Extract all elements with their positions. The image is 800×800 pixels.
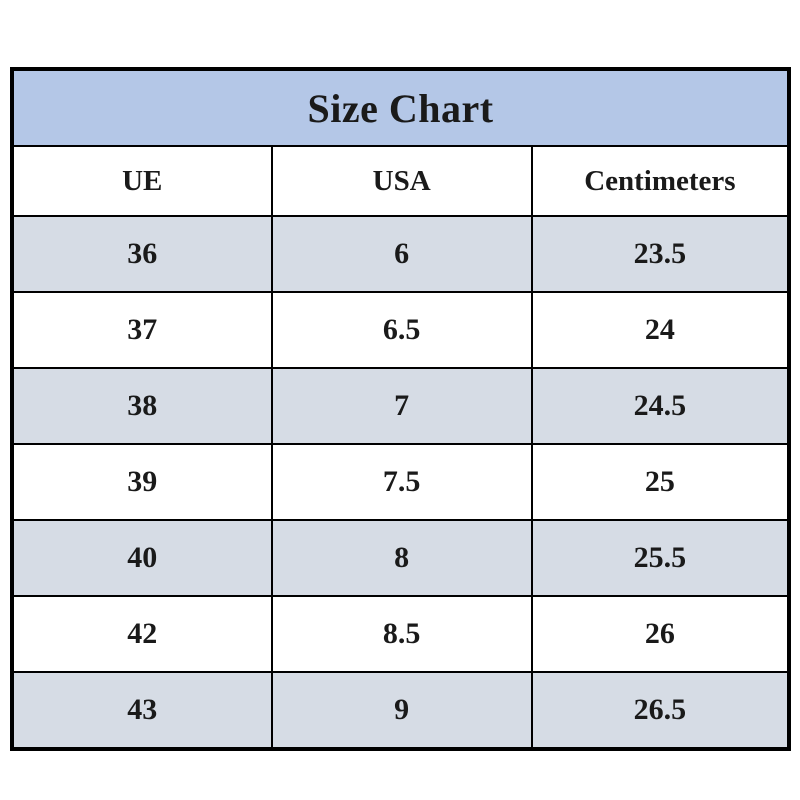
- cell-ue: 42: [11, 595, 273, 673]
- cell-usa: 7.5: [270, 443, 533, 521]
- cell-ue: 38: [11, 367, 273, 445]
- cell-cm: 23.5: [530, 215, 791, 293]
- cell-usa: 8.5: [270, 595, 533, 673]
- cell-cm: 25.5: [530, 519, 791, 597]
- column-header-centimeters: Centimeters: [530, 145, 791, 217]
- table-row: 42 8.5 26: [11, 595, 791, 673]
- column-header-usa: USA: [270, 145, 533, 217]
- table-row: 39 7.5 25: [11, 443, 791, 521]
- table-row: 43 9 26.5: [11, 671, 791, 750]
- cell-ue: 36: [11, 215, 273, 293]
- header-row: UE USA Centimeters: [11, 145, 791, 217]
- cell-cm: 24.5: [530, 367, 791, 445]
- table-row: 37 6.5 24: [11, 291, 791, 369]
- cell-usa: 9: [270, 671, 533, 750]
- cell-usa: 6: [270, 215, 533, 293]
- cell-cm: 26.5: [530, 671, 791, 750]
- size-chart-table: Size Chart UE USA Centimeters 36 6 23.5 …: [10, 67, 791, 751]
- cell-cm: 26: [530, 595, 791, 673]
- cell-usa: 8: [270, 519, 533, 597]
- cell-cm: 24: [530, 291, 791, 369]
- cell-usa: 7: [270, 367, 533, 445]
- column-header-ue: UE: [11, 145, 273, 217]
- table-title: Size Chart: [11, 68, 790, 147]
- cell-ue: 39: [11, 443, 273, 521]
- table-row: 38 7 24.5: [11, 367, 791, 445]
- cell-ue: 40: [11, 519, 273, 597]
- table-row: 36 6 23.5: [11, 215, 791, 293]
- cell-cm: 25: [530, 443, 791, 521]
- table-row: 40 8 25.5: [11, 519, 791, 597]
- cell-ue: 43: [11, 671, 273, 750]
- title-row: Size Chart: [11, 68, 790, 147]
- cell-ue: 37: [11, 291, 273, 369]
- cell-usa: 6.5: [270, 291, 533, 369]
